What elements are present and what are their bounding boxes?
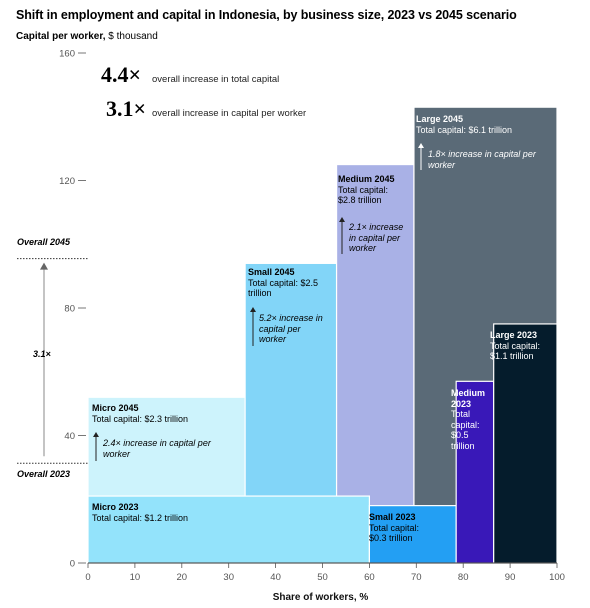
small-2045-label: Small 2045 Total capital: $2.5 trillion [248, 267, 319, 298]
y-tick-label-0: 0 [70, 559, 75, 570]
micro-2045-arrow-head [93, 432, 99, 437]
large-2045-label: Large 2045 Total capital: $6.1 trillion [416, 114, 513, 135]
micro-2045-label: Micro 2045 Total capital: $2.3 trillion [92, 403, 189, 424]
y-tick-label-120: 120 [59, 176, 75, 187]
bar-large2023 [493, 323, 558, 564]
bar-small2023 [368, 505, 457, 564]
x-tick-label-0: 0 [85, 572, 90, 583]
x-tick-label-30: 30 [223, 572, 234, 583]
highlight-value-total: 4.4× [101, 62, 142, 87]
x-tick-label-70: 70 [411, 572, 422, 583]
bar-micro2023 [87, 495, 370, 564]
large-2045-arrow-head [418, 143, 424, 148]
x-tick-label-40: 40 [270, 572, 281, 583]
large-2045-note: 1.8× increase in capital per worker [428, 149, 536, 170]
y-tick-label-80: 80 [64, 304, 75, 315]
overall-2045-label: Overall 2045 [17, 237, 71, 247]
x-tick-label-90: 90 [505, 572, 516, 583]
overall-arrowhead [40, 262, 48, 270]
highlight-text-total: overall increase in total capital [152, 74, 280, 85]
x-tick-label-20: 20 [177, 572, 188, 583]
x-axis-label: Share of workers, % [273, 592, 369, 603]
medium-2045-label: Medium 2045 Total capital: $2.8 trillion [338, 174, 395, 205]
medium-2023-label: Medium 2023 Total capital: $0.5 trillion [451, 388, 486, 451]
y-tick-label-160: 160 [59, 49, 75, 60]
overall-2023-label: Overall 2023 [17, 469, 71, 479]
x-tick-label-10: 10 [130, 572, 141, 583]
x-tick-label-50: 50 [317, 572, 328, 583]
x-tick-label-100: 100 [549, 572, 565, 583]
y-tick-label-40: 40 [64, 431, 75, 442]
large-2023-label: Large 2023 Total capital: $1.1 trillion [490, 330, 541, 361]
bar-medium2023 [455, 380, 495, 564]
micro-2045-note: 2.4× increase in capital per worker [103, 438, 211, 459]
y-axis-label: Capital per worker, $ thousand [16, 31, 158, 42]
x-tick-label-60: 60 [364, 572, 375, 583]
small-2023-label: Small 2023 Total capital: $0.3 trillion [369, 512, 420, 543]
chart-title: Shift in employment and capital in Indon… [16, 8, 517, 22]
overall-multiplier: 3.1× [33, 349, 51, 359]
medium-2045-arrow-head [339, 217, 345, 222]
micro-2023-label: Micro 2023 Total capital: $1.2 trillion [92, 502, 189, 523]
small-2045-arrow-head [250, 307, 256, 312]
highlight-value-per-worker: 3.1× [106, 96, 147, 121]
medium-2045-note: 2.1× increase in capital per worker [349, 222, 404, 253]
x-tick-label-80: 80 [458, 572, 469, 583]
small-2045-note: 5.2× increase in capital per worker [259, 313, 323, 344]
highlight-text-per-worker: overall increase in capital per worker [152, 108, 307, 119]
